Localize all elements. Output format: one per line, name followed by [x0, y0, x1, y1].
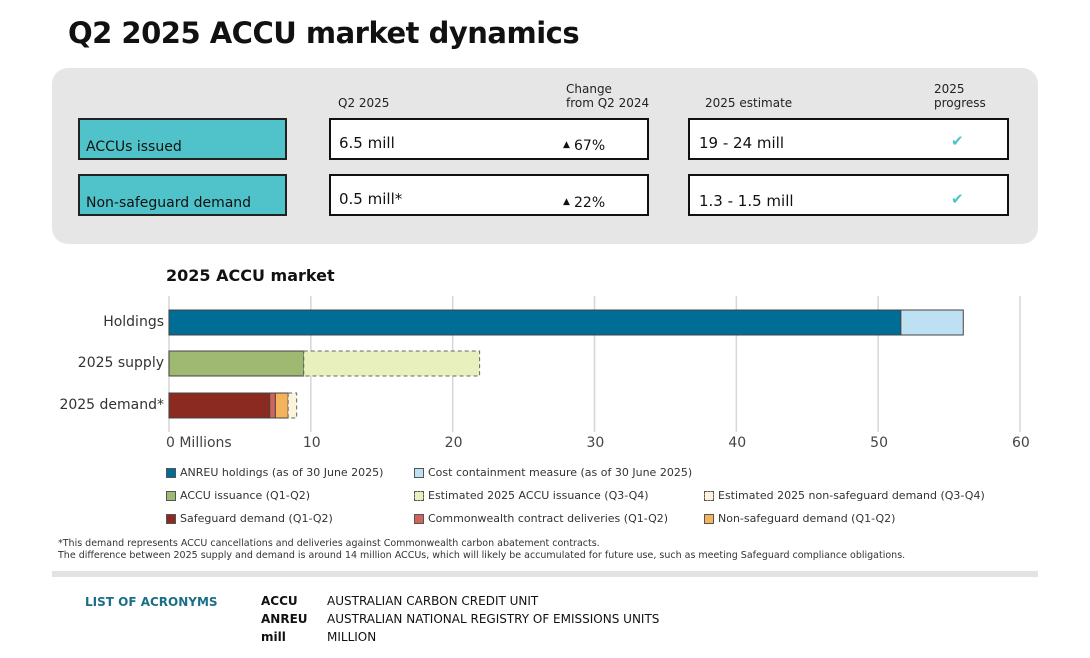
acronym-definition: MILLION [327, 630, 377, 644]
bar-chart [168, 296, 1021, 432]
chart-title: 2025 ACCU market [166, 266, 335, 285]
x-tick-label: 50 [870, 435, 888, 451]
bar-segment [168, 392, 271, 419]
q2-value-box: 0.5 mill* ▲ 22% [329, 174, 649, 216]
legend-swatch [414, 467, 424, 478]
acronym-term: ANREU [261, 612, 308, 626]
legend-item: Estimated 2025 non-safeguard demand (Q3-… [704, 489, 985, 502]
legend-swatch [414, 513, 424, 524]
bar-segment [269, 392, 276, 419]
legend-swatch [414, 490, 424, 501]
divider [52, 571, 1038, 577]
bar-segment [303, 350, 481, 377]
legend-item: Non-safeguard demand (Q1-Q2) [704, 512, 895, 525]
bar-segment [274, 392, 289, 419]
bar-segment [900, 309, 964, 336]
q2-value: 6.5 mill [339, 134, 395, 152]
legend-item: Estimated 2025 ACCU issuance (Q3-Q4) [414, 489, 649, 502]
legend-swatch [166, 513, 176, 524]
estimate-value: 1.3 - 1.5 mill [699, 192, 794, 210]
legend-item: ANREU holdings (as of 30 June 2025) [166, 466, 383, 479]
page-title: Q2 2025 ACCU market dynamics [68, 16, 580, 50]
legend-item: Safeguard demand (Q1-Q2) [166, 512, 333, 525]
bar-segment [287, 392, 298, 419]
legend-item: Commonwealth contract deliveries (Q1-Q2) [414, 512, 668, 525]
legend-label: Estimated 2025 ACCU issuance (Q3-Q4) [428, 489, 649, 502]
legend-swatch [166, 490, 176, 501]
legend-label: ANREU holdings (as of 30 June 2025) [180, 466, 384, 479]
bar-segment [168, 350, 305, 377]
row-label-non-safeguard-demand: Non-safeguard demand [78, 174, 287, 216]
acronym-term: mill [261, 630, 286, 644]
legend-item: ACCU issuance (Q1-Q2) [166, 489, 310, 502]
x-tick-label: 10 [302, 435, 321, 451]
acronyms-heading: LIST OF ACRONYMS [85, 595, 218, 609]
legend-label: Cost containment measure (as of 30 June … [428, 466, 693, 479]
legend-label: ACCU issuance (Q1-Q2) [180, 489, 311, 502]
estimate-box: 1.3 - 1.5 mill ✔ [688, 174, 1009, 216]
acronym-definition: AUSTRALIAN CARBON CREDIT UNIT [327, 594, 539, 608]
legend-swatch [704, 490, 714, 501]
check-icon: ✔ [951, 190, 964, 208]
legend-item: Cost containment measure (as of 30 June … [414, 466, 692, 479]
legend-swatch [704, 513, 714, 524]
x-tick-label: 30 [586, 435, 605, 451]
footnote: *This demand represents ACCU cancellatio… [58, 538, 600, 549]
change-value: 67% [574, 138, 606, 154]
q2-value-box: 6.5 mill ▲ 67% [329, 118, 649, 160]
legend-label: Estimated 2025 non-safeguard demand (Q3-… [718, 489, 985, 502]
row-label-accus-issued: ACCUs issued [78, 118, 287, 160]
up-arrow-icon: ▲ [563, 197, 570, 207]
category-label: 2025 demand* [59, 397, 164, 413]
header-estimate: 2025 estimate [705, 96, 793, 110]
legend-swatch [166, 467, 176, 478]
legend-label: Safeguard demand (Q1-Q2) [180, 512, 333, 525]
category-label: Holdings [103, 314, 164, 330]
legend-label: Commonwealth contract deliveries (Q1-Q2) [428, 512, 669, 525]
x-tick-label: 60 [1012, 435, 1030, 451]
acronym-term: ACCU [261, 594, 298, 608]
x-tick-label: 40 [728, 435, 747, 451]
summary-note: The difference between 2025 supply and d… [58, 550, 906, 561]
header-q2: Q2 2025 [338, 96, 390, 110]
acronym-definition: AUSTRALIAN NATIONAL REGISTRY OF EMISSION… [327, 612, 660, 626]
estimate-box: 19 - 24 mill ✔ [688, 118, 1009, 160]
up-arrow-icon: ▲ [563, 140, 570, 150]
q2-value: 0.5 mill* [339, 190, 403, 208]
x-tick-label: 0 Millions [166, 435, 232, 451]
header-progress: 2025 progress [934, 82, 986, 110]
estimate-value: 19 - 24 mill [699, 134, 785, 152]
change-value: 22% [574, 195, 606, 211]
header-change: Change from Q2 2024 [566, 82, 650, 110]
legend-label: Non-safeguard demand (Q1-Q2) [718, 512, 896, 525]
x-tick-label: 20 [444, 435, 463, 451]
check-icon: ✔ [951, 132, 964, 150]
bar-segment [168, 309, 902, 336]
category-label: 2025 supply [77, 355, 164, 371]
